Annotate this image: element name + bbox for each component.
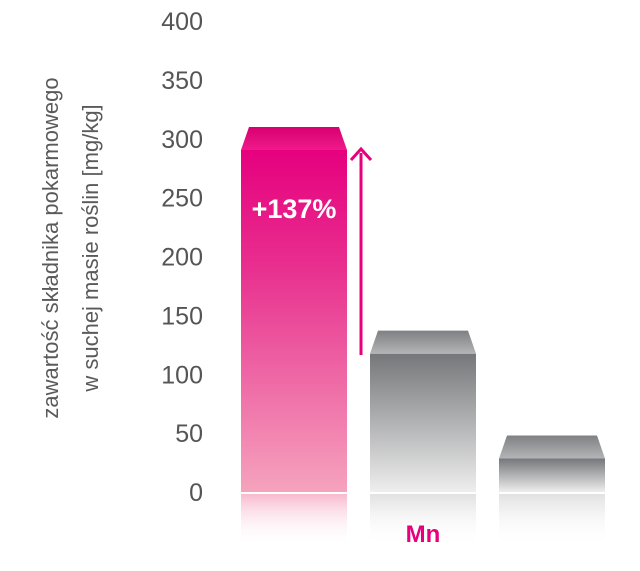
bar-highlighted bbox=[241, 126, 347, 492]
y-tick-label: 50 bbox=[175, 420, 203, 448]
y-tick-labels: 0 50 100 150 200 250 300 350 400 bbox=[161, 8, 203, 507]
bar bbox=[499, 435, 605, 492]
bar-top bbox=[241, 126, 347, 150]
increase-arrow-head-icon bbox=[349, 146, 373, 162]
y-tick-label: 0 bbox=[189, 479, 203, 507]
bar bbox=[370, 330, 476, 492]
y-axis-label-line-1: zawartość składnika pokarmowego bbox=[38, 77, 63, 418]
y-axis-label-line-2: w suchej masie roślin [mg/kg] bbox=[78, 104, 103, 392]
bar-body bbox=[241, 149, 347, 492]
y-tick-label: 150 bbox=[161, 302, 203, 330]
y-tick-label: 200 bbox=[161, 244, 203, 272]
y-axis-label: zawartość składnika pokarmowego w suchej… bbox=[38, 77, 103, 418]
increase-arrow bbox=[349, 146, 373, 355]
bar-top bbox=[499, 435, 605, 459]
category-label: Mn bbox=[406, 521, 441, 548]
y-tick-label: 300 bbox=[161, 126, 203, 154]
y-tick-label: 350 bbox=[161, 67, 203, 95]
bar-reflections bbox=[241, 494, 605, 546]
bar-body bbox=[499, 458, 605, 492]
y-tick-label: 400 bbox=[161, 8, 203, 36]
bar-top bbox=[370, 330, 476, 354]
bar-reflection bbox=[499, 494, 605, 546]
y-tick-label: 100 bbox=[161, 361, 203, 389]
y-tick-label: 250 bbox=[161, 185, 203, 213]
bar-reflection bbox=[370, 494, 476, 546]
bars bbox=[241, 126, 605, 492]
bar-body bbox=[370, 353, 476, 492]
increase-annotation: +137% bbox=[252, 194, 337, 224]
bar-reflection bbox=[241, 494, 347, 546]
